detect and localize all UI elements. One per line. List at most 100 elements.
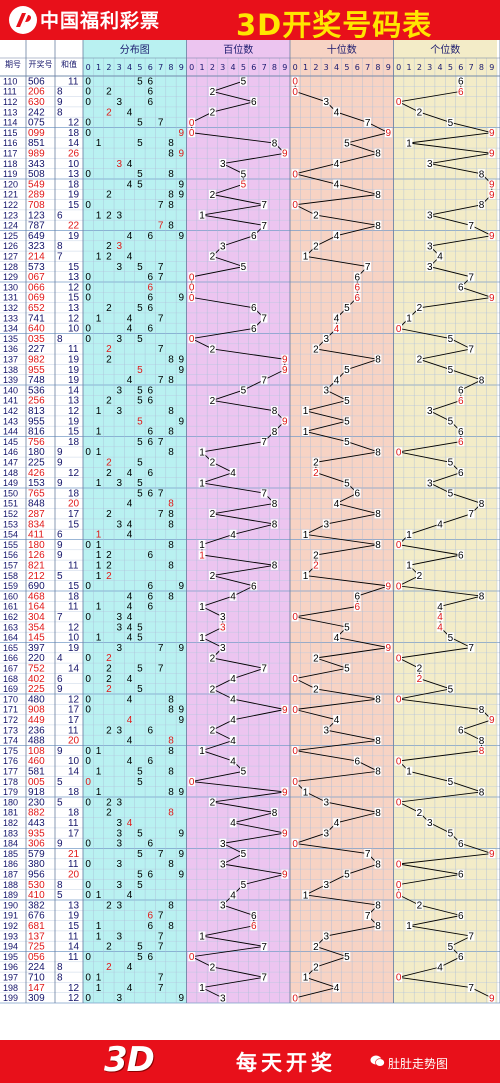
sum-cell: 9 <box>57 478 63 489</box>
units-digit-bg <box>426 406 434 416</box>
sum-cell: 10 <box>68 756 80 767</box>
number-cell: 056 <box>28 952 45 963</box>
issue-cell: 116 <box>3 138 17 148</box>
units-digit-bg <box>457 952 465 962</box>
hundreds-digit: 0 <box>189 272 195 283</box>
number-cell: 224 <box>28 962 45 973</box>
units-digit: 2 <box>417 664 423 675</box>
number-cell: 123 <box>28 210 45 221</box>
tens-digit: 8 <box>375 921 381 932</box>
hundreds-digit: 2 <box>210 190 216 201</box>
sum-cell: 12 <box>68 993 80 1004</box>
tick-dist-3: 3 <box>117 63 122 72</box>
dist-digit: 4 <box>127 674 133 685</box>
hundreds-digit-bg <box>229 890 237 900</box>
dist-digit: 5 <box>137 849 143 860</box>
number-cell: 323 <box>28 241 45 252</box>
units-digit-bg <box>478 375 485 385</box>
hundreds-digit-bg <box>229 818 237 828</box>
tens-digit: 2 <box>313 962 319 973</box>
sum-cell: 11 <box>68 931 79 942</box>
hundreds-digit: 2 <box>210 571 216 582</box>
tick-hundreds-2: 2 <box>210 63 215 72</box>
sum-cell: 12 <box>68 983 80 994</box>
units-digit: 3 <box>427 406 433 417</box>
issue-cell: 143 <box>3 416 18 426</box>
number-cell: 137 <box>28 931 45 942</box>
hundreds-digit-bg <box>229 715 237 725</box>
number-cell: 579 <box>28 849 45 860</box>
tens-digit: 5 <box>344 870 350 881</box>
tens-digit-bg <box>302 787 309 797</box>
sum-cell: 14 <box>68 766 80 777</box>
tens-digit-bg <box>384 581 392 591</box>
hundreds-digit-bg <box>198 746 206 756</box>
number-cell: 480 <box>28 694 45 705</box>
hundreds-digit-bg <box>198 550 206 560</box>
hundreds-digit-bg <box>281 704 289 715</box>
tick-tens-9: 9 <box>386 63 391 72</box>
units-digit: 6 <box>458 839 464 850</box>
footer-brand: 3D <box>104 1040 155 1080</box>
units-digit: 0 <box>396 324 402 335</box>
units-digit-bg <box>405 921 413 931</box>
sum-cell: 11 <box>68 725 79 736</box>
hundreds-digit: 1 <box>199 478 205 489</box>
hundreds-digit: 0 <box>189 777 195 788</box>
dist-digit: 7 <box>158 272 164 283</box>
units-digit: 1 <box>406 921 412 932</box>
units-digit: 6 <box>458 550 464 561</box>
tens-digit: 3 <box>323 334 329 345</box>
hundreds-digit-bg <box>229 694 237 704</box>
units-digit: 4 <box>437 252 443 263</box>
dist-digit: 2 <box>106 303 112 314</box>
hundreds-digit: 8 <box>272 406 278 417</box>
units-digit-bg <box>457 725 465 735</box>
sum-cell: 9 <box>57 540 63 551</box>
dist-digit: 7 <box>158 118 164 129</box>
tens-digit-bg <box>322 828 330 838</box>
tens-digit-bg <box>364 849 372 859</box>
issue-cell: 110 <box>3 76 17 86</box>
hundreds-digit-bg <box>208 457 216 467</box>
dist-digit: 7 <box>158 972 164 983</box>
hundreds-digit: 1 <box>199 931 205 942</box>
dist-digit: 2 <box>106 210 112 221</box>
number-cell: 206 <box>28 87 45 98</box>
dist-digit: 2 <box>106 653 112 664</box>
number-cell: 690 <box>28 581 45 592</box>
issue-cell: 155 <box>3 540 18 550</box>
tens-digit-bg <box>374 735 382 745</box>
issue-cell: 180 <box>3 797 18 807</box>
sum-cell: 12 <box>68 468 80 479</box>
issue-cell: 148 <box>3 468 18 478</box>
sum-cell: 11 <box>68 859 79 870</box>
issue-cell: 164 <box>3 633 18 643</box>
tens-digit: 9 <box>386 581 392 592</box>
sum-cell: 13 <box>68 272 80 283</box>
issue-cell: 158 <box>3 571 18 581</box>
tens-digit-bg <box>364 261 372 272</box>
dist-digit: 7 <box>158 375 164 386</box>
hundreds-digit: 3 <box>220 993 226 1004</box>
units-digit: 0 <box>396 695 402 706</box>
tens-digit: 6 <box>354 272 360 283</box>
hundreds-digit: 2 <box>210 344 216 355</box>
hundreds-digit-bg <box>219 859 227 869</box>
units-digit-bg <box>447 776 454 787</box>
number-cell: 005 <box>28 777 45 788</box>
units-digit-bg <box>395 97 403 107</box>
issue-cell: 190 <box>3 900 18 910</box>
number-cell: 536 <box>28 385 45 396</box>
number-cell: 756 <box>28 437 45 448</box>
tens-digit: 3 <box>323 880 329 891</box>
tens-digit-bg <box>291 169 299 179</box>
hundreds-digit-bg <box>208 509 216 519</box>
tick-units-2: 2 <box>417 63 422 72</box>
number-cell: 649 <box>28 231 45 242</box>
tens-digit-bg <box>364 117 372 127</box>
hundreds-digit: 2 <box>210 458 216 469</box>
hundreds-digit-bg <box>250 231 258 241</box>
tens-digit: 7 <box>365 849 371 860</box>
dist-digit: 7 <box>158 344 164 355</box>
